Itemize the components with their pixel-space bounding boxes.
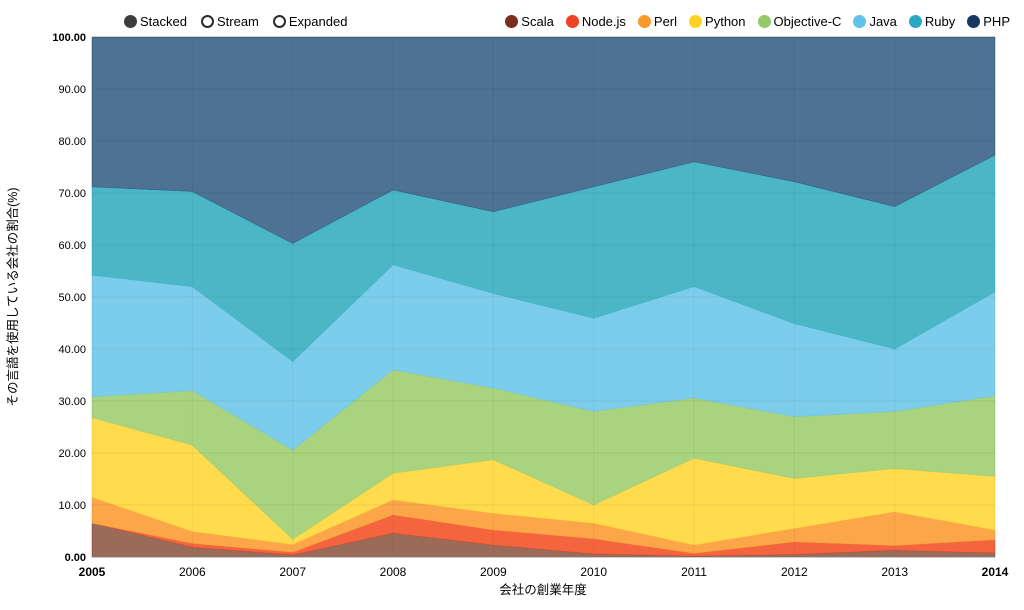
control-label: Stacked (140, 14, 187, 29)
control-stream[interactable]: Stream (200, 14, 259, 29)
radio-icon-expanded (272, 15, 286, 28)
legend-swatch (757, 15, 771, 28)
legend-item-php[interactable]: PHP (967, 14, 1010, 29)
radio-icon-stacked (124, 15, 137, 28)
y-tick-label: 100.00 (52, 32, 86, 44)
legend-item-ruby[interactable]: Ruby (908, 14, 956, 29)
y-tick-label: 70.00 (58, 188, 86, 200)
area-php[interactable] (91, 36, 996, 244)
legend-label: Scala (521, 14, 554, 29)
y-tick-label: 60.00 (58, 240, 86, 252)
x-tick-label: 2007 (279, 565, 306, 579)
y-tick-label: 0.00 (65, 552, 86, 564)
y-axis-tick-labels: 0.00 10.00 20.00 30.00 40.00 50.00 60.00 70.00 8… (52, 32, 86, 564)
x-axis-title: 会社の創業年度 (499, 582, 587, 597)
y-tick-label: 20.00 (58, 448, 86, 460)
area-layers (91, 36, 996, 558)
legend-swatch (908, 15, 922, 28)
legend-label: Objective-C (773, 14, 842, 29)
x-tick-label: 2011 (681, 565, 707, 579)
legend-label: Ruby (924, 14, 956, 29)
legend-label: Java (869, 14, 897, 29)
legend-item-objective-c[interactable]: Objective-C (757, 14, 842, 29)
legend-label: Perl (653, 14, 678, 29)
stack-mode-controls: Stacked Stream Expanded (124, 14, 347, 29)
x-axis-tick-labels: 2005 2006 2007 2008 2009 2010 2011 2012 2013 2014 (79, 565, 1009, 579)
legend-item-perl[interactable]: Perl (637, 14, 678, 29)
legend-item-python[interactable]: Python (689, 14, 746, 29)
control-expanded[interactable]: Expanded (272, 14, 348, 29)
legend-swatch (565, 15, 579, 28)
y-tick-label: 90.00 (58, 84, 86, 96)
x-tick-label: 2009 (480, 565, 507, 579)
chart-topbar: Stacked Stream Expanded Scala Node.js Perl Py… (0, 0, 1024, 34)
legend-label: Node.js (581, 14, 626, 29)
legend-swatch (689, 15, 703, 28)
series-legend: Scala Node.js Perl Python Objective-C Java Rub… (505, 14, 1010, 29)
radio-icon-stream (200, 15, 214, 28)
control-label: Stream (216, 14, 259, 29)
legend-swatch (967, 15, 981, 28)
x-tick-label: 2005 (79, 565, 106, 579)
legend-item-scala[interactable]: Scala (505, 14, 554, 29)
x-tick-label: 2014 (982, 565, 1009, 579)
x-tick-label: 2010 (580, 565, 607, 579)
legend-label: Python (705, 14, 746, 29)
control-label: Expanded (288, 14, 348, 29)
x-tick-label: 2012 (781, 565, 808, 579)
x-tick-label: 2013 (881, 565, 908, 579)
x-tick-label: 2006 (179, 565, 206, 579)
y-axis-title: その言語を使用している会社の割合(%) (5, 187, 20, 406)
legend-swatch (637, 15, 651, 28)
gridlines (91, 36, 996, 558)
y-tick-label: 40.00 (58, 344, 86, 356)
y-tick-label: 30.00 (58, 396, 86, 408)
x-tick-label: 2008 (380, 565, 407, 579)
legend-swatch (505, 15, 519, 28)
legend-item-node-js[interactable]: Node.js (565, 14, 626, 29)
y-tick-label: 10.00 (58, 500, 86, 512)
legend-label: PHP (983, 14, 1010, 29)
y-tick-label: 50.00 (58, 292, 86, 304)
control-stacked[interactable]: Stacked (124, 14, 187, 29)
legend-item-java[interactable]: Java (853, 14, 897, 29)
y-tick-label: 80.00 (58, 136, 86, 148)
legend-swatch (853, 15, 867, 28)
